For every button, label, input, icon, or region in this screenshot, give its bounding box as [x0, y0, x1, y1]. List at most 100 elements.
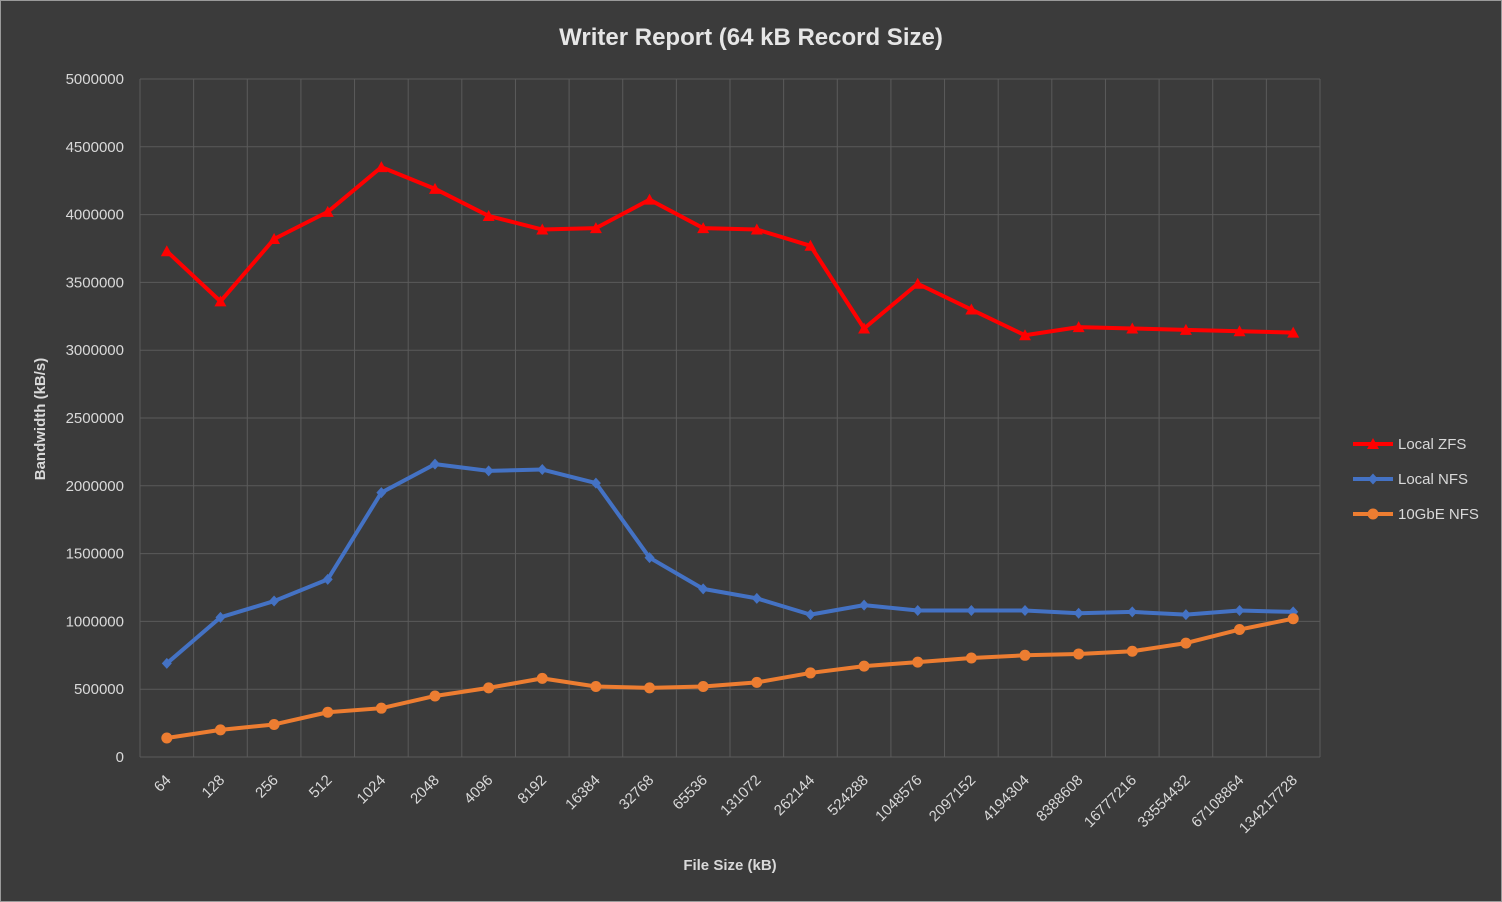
data-point: [322, 573, 333, 585]
x-tick-label: 8192: [514, 772, 550, 808]
data-point: [537, 464, 548, 476]
data-point: [804, 239, 817, 251]
x-tick-label: 4194304: [980, 772, 1033, 825]
legend-marker: [1367, 438, 1379, 449]
y-tick-label: 4500000: [66, 139, 124, 156]
data-point: [215, 611, 226, 623]
data-point: [644, 682, 656, 694]
data-point: [430, 458, 440, 470]
data-point: [1073, 648, 1085, 660]
x-tick-label: 4096: [461, 772, 497, 808]
x-tick-label: 128: [199, 772, 229, 802]
x-tick-label: 2048: [407, 772, 443, 808]
data-point: [375, 161, 388, 173]
y-axis-title: Bandwidth (kB/s): [32, 358, 49, 481]
x-tick-label: 256: [252, 772, 282, 802]
y-tick-label: 3500000: [66, 274, 124, 291]
legend-label: Local ZFS: [1398, 436, 1466, 453]
data-point: [1072, 321, 1085, 333]
data-point: [268, 233, 281, 245]
legend-entry: Local ZFS: [1353, 436, 1466, 453]
data-point: [321, 205, 334, 217]
data-point: [966, 605, 977, 617]
data-point: [590, 477, 601, 489]
data-point: [1019, 649, 1031, 661]
data-point: [858, 660, 870, 672]
data-point: [805, 609, 816, 621]
x-tick-label: 1024: [354, 772, 390, 808]
y-tick-label: 4000000: [66, 207, 124, 224]
data-point: [965, 303, 978, 315]
y-axis-tick-labels: 0 500000 1000000 1500000 2000000 2500000 30000…: [66, 71, 124, 766]
x-tick-label: 16777216: [1081, 772, 1140, 831]
x-tick-label: 512: [306, 772, 336, 802]
data-point: [697, 680, 709, 692]
data-point: [214, 724, 226, 736]
data-point: [1126, 645, 1138, 657]
data-point: [1073, 607, 1084, 619]
data-point: [1127, 606, 1138, 618]
data-point: [375, 702, 387, 714]
data-point: [1233, 325, 1246, 337]
data-point: [751, 676, 763, 688]
data-point: [483, 465, 494, 477]
data-point: [1179, 323, 1192, 335]
series-layer: [160, 161, 1300, 744]
legend: Local ZFS Local NFS 10GbE NFS: [1353, 436, 1479, 523]
data-point: [429, 182, 441, 194]
x-tick-label: 134217728: [1236, 772, 1301, 837]
data-point: [1234, 605, 1245, 617]
data-point: [644, 552, 655, 564]
series-10gbe-nfs: [161, 613, 1299, 744]
series-local-nfs: [161, 458, 1299, 669]
data-point: [161, 732, 173, 744]
legend-label: 10GbE NFS: [1398, 506, 1479, 523]
legend-marker: [1368, 473, 1378, 485]
x-tick-label: 16384: [562, 772, 604, 814]
data-point: [965, 652, 977, 664]
y-tick-label: 5000000: [66, 71, 124, 88]
data-point: [643, 193, 656, 205]
chart-title: Writer Report (64 kB Record Size): [559, 24, 943, 51]
y-tick-label: 1500000: [66, 546, 124, 563]
x-tick-label: 262144: [771, 772, 818, 819]
data-point: [482, 209, 495, 221]
series-line: [164, 616, 1296, 741]
x-tick-label: 33554432: [1135, 772, 1194, 831]
x-tick-label: 32768: [616, 772, 658, 814]
legend-entry: 10GbE NFS: [1353, 506, 1479, 523]
data-point: [912, 656, 924, 668]
data-point: [322, 706, 334, 718]
data-point: [160, 245, 173, 257]
data-point: [483, 682, 495, 694]
data-point: [697, 222, 710, 234]
data-point: [750, 223, 763, 235]
data-point: [1180, 609, 1191, 621]
series-local-zfs: [160, 161, 1300, 341]
x-tick-label: 8388608: [1033, 772, 1086, 825]
y-tick-label: 2000000: [66, 478, 124, 495]
x-axis-tick-labels: 64 128 256 512 1024 2048 4096 8192 16384 32768 655…: [151, 772, 1301, 837]
y-tick-label: 500000: [74, 681, 124, 698]
legend-marker: [1367, 508, 1379, 520]
x-tick-label: 1048576: [872, 772, 925, 825]
data-point: [804, 667, 816, 679]
data-point: [698, 583, 709, 595]
gridlines: [139, 78, 1321, 758]
data-point: [590, 680, 602, 692]
data-point: [1234, 624, 1246, 636]
x-tick-label: 131072: [717, 772, 764, 819]
data-point: [161, 657, 172, 669]
data-point: [751, 592, 762, 604]
x-tick-label: 64: [151, 772, 175, 796]
data-point: [269, 595, 280, 607]
data-point: [536, 672, 548, 684]
data-point: [1287, 613, 1299, 625]
y-tick-label: 3000000: [66, 342, 124, 359]
data-point: [536, 223, 549, 235]
x-tick-label: 65536: [669, 772, 711, 814]
data-point: [859, 599, 870, 611]
legend-label: Local NFS: [1398, 471, 1468, 488]
